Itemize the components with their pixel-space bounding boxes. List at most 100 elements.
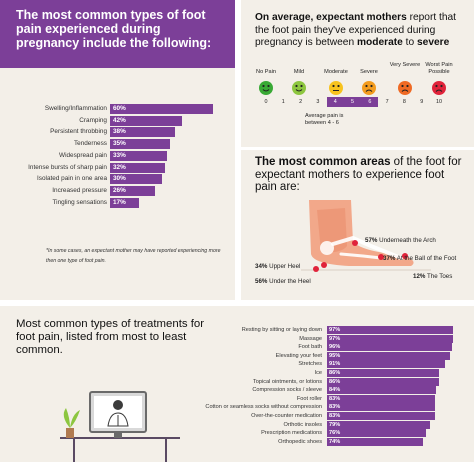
pin-label-under-heel: 56% Under the Heel <box>255 278 311 285</box>
pain-scale-heading: On average, expectant mothers report tha… <box>255 12 467 50</box>
pin-text: The Toes <box>425 273 453 280</box>
bar-label: Orthotic insoles <box>283 421 322 428</box>
scale-number: 9 <box>420 99 424 105</box>
heading-part: of the foot for expectant mothers to exp… <box>255 156 462 193</box>
pin-text: Under the Heel <box>267 278 311 285</box>
bar-label: Tenderness <box>73 140 107 148</box>
bar-label: Elevating your feet <box>275 352 322 359</box>
face-label: Worst Pain Possible <box>425 62 453 75</box>
bar-value-label: 84% <box>329 387 341 394</box>
bar-value-label: 86% <box>329 378 341 385</box>
pin-pct: 37% <box>383 255 396 262</box>
heading-part: severe <box>416 37 450 48</box>
bar-label: Prescription medications <box>261 430 322 437</box>
bar: 26% <box>110 185 155 196</box>
bar-label: Increased pressure <box>52 186 107 194</box>
bar-label: Massage <box>299 335 322 342</box>
moderate-range-number: 4 <box>326 97 344 107</box>
pin-pct: 56% <box>255 278 268 285</box>
pin-text: Underneath the Arch <box>377 237 436 244</box>
upper-heel-pin <box>313 266 319 272</box>
bar-label: Resting by sitting or laying down <box>241 327 322 333</box>
bar: 84% <box>327 386 437 395</box>
moderate-range-number: 6 <box>361 97 379 107</box>
bar: 60% <box>110 104 213 114</box>
bar: 96% <box>327 343 452 352</box>
bar-label: Intense bursts of sharp pain <box>28 163 107 171</box>
face-label: Very Severe <box>389 62 421 68</box>
bar-label: Stretches <box>298 361 322 368</box>
heading-part: On average, <box>255 12 317 23</box>
average-pain-label: Average pain is between 4 - 6 <box>305 113 344 126</box>
pain-types-panel: The most common types of foot pain exper… <box>0 0 235 300</box>
scale-number: 7 <box>385 99 389 105</box>
crying-face-icon <box>432 81 446 95</box>
bar-value-label: 17% <box>113 198 126 206</box>
bar-label: Widespread pain <box>59 151 107 159</box>
bar-value-label: 26% <box>113 186 126 194</box>
bar-label: Persistent throbbing <box>50 128 107 136</box>
bar: 30% <box>110 174 162 185</box>
telehealth-illustration <box>60 391 180 462</box>
bar-value-label: 74% <box>329 438 341 445</box>
bar-value-label: 83% <box>329 404 341 411</box>
foot-areas-panel: The most common areas of the foot for ex… <box>241 150 474 300</box>
moderate-range-number: 5 <box>343 97 362 107</box>
bar: 95% <box>327 351 451 360</box>
face-label: Mild <box>293 69 305 75</box>
pin-text: Upper Heel <box>267 263 301 270</box>
bar-label: Cotton or seamless socks without compres… <box>205 404 322 411</box>
foot-illustration <box>301 200 431 271</box>
pin-pct: 12% <box>413 273 426 280</box>
bar-value-label: 96% <box>329 344 341 351</box>
neutral-face-icon <box>329 81 343 95</box>
bar-label: Foot bath <box>298 344 322 351</box>
pin-pct: 57% <box>365 237 378 244</box>
bar: 35% <box>110 139 171 150</box>
smile-face-icon <box>292 81 306 95</box>
arch-pin <box>352 240 358 246</box>
bar-value-label: 60% <box>113 105 126 112</box>
bar-value-label: 79% <box>329 421 341 428</box>
ball-pin <box>378 254 384 260</box>
heading-part: report that the foot pain they've experi… <box>255 12 457 48</box>
treatments-title: Most common types of treatments for foot… <box>16 318 205 356</box>
bar-value-label: 83% <box>329 395 341 402</box>
bar-label: Tingling sensations <box>52 198 107 206</box>
bar-value-label: 35% <box>113 140 126 148</box>
bar-value-label: 76% <box>329 430 341 437</box>
bar-label: Isolated pain in one area <box>37 175 107 183</box>
pin-label-toes: 12% The Toes <box>413 273 452 280</box>
pin-label-ball: 37% At the Ball of the Foot <box>383 255 456 262</box>
scale-number: 3 <box>316 99 320 105</box>
face-label: Moderate <box>324 69 348 75</box>
bar-value-label: 42% <box>113 116 126 124</box>
bar: 83% <box>327 403 435 412</box>
heading-part: The most common areas <box>255 156 391 168</box>
scale-number: 1 <box>281 99 285 105</box>
pain-types-title: The most common types of foot pain exper… <box>0 0 235 68</box>
footnote: *In some cases, an expectant mother may … <box>46 248 221 264</box>
bar-value-label: 91% <box>329 361 341 368</box>
bar-label: Swelling/Inflammation <box>44 105 107 112</box>
happy-face-icon <box>259 81 273 95</box>
foot-areas-heading: The most common areas of the foot for ex… <box>255 156 467 194</box>
bar: 86% <box>327 377 439 386</box>
bar: 97% <box>327 326 453 334</box>
face-label: No Pain <box>256 69 276 75</box>
treatments-panel: Most common types of treatments for foot… <box>0 306 474 462</box>
scale-number: 8 <box>402 99 406 105</box>
bar-label: Foot roller <box>296 395 322 402</box>
bar-value-label: 33% <box>113 151 126 159</box>
bar: 86% <box>327 369 439 377</box>
pin-label-arch: 57% Underneath the Arch <box>365 237 436 244</box>
bar-label: Cramping <box>79 116 107 124</box>
bar: 83% <box>327 412 435 420</box>
scale-number: 10 <box>436 99 442 105</box>
bar-label: Orthopedic shoes <box>278 438 322 445</box>
bar-value-label: 30% <box>113 175 126 183</box>
heading-part: expectant mothers <box>316 12 407 23</box>
bar-label: Topical ointments, or lotions <box>252 378 322 385</box>
bar: 33% <box>110 150 167 161</box>
bar-value-label: 32% <box>113 163 126 171</box>
